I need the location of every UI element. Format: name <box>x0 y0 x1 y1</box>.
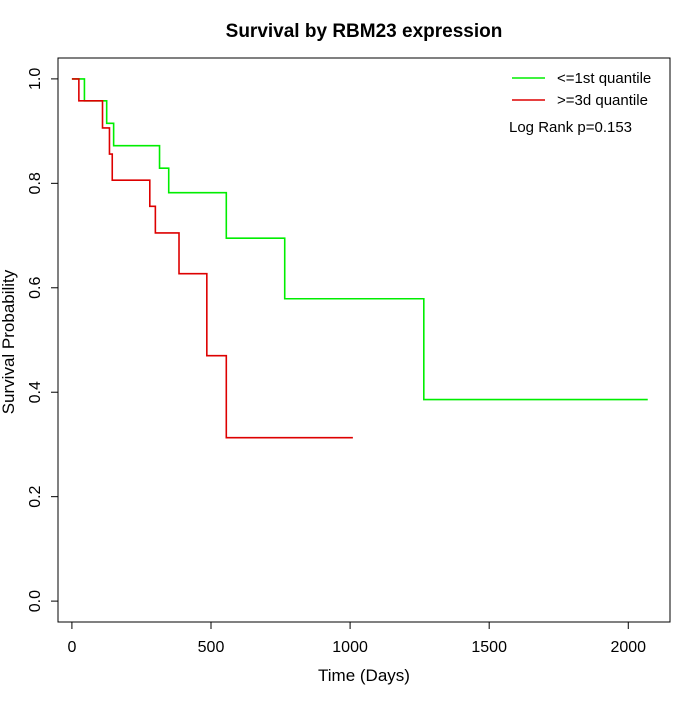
y-tick-label: 0.0 <box>27 590 44 612</box>
legend-label-1: <=1st quantile <box>557 70 651 87</box>
log-rank-annotation: Log Rank p=0.153 <box>509 119 632 136</box>
x-tick-label: 1500 <box>471 639 507 656</box>
axes: 0 500 1000 1500 2000 0.0 0.2 0.4 0.6 0.8 1.0 <box>27 68 646 656</box>
x-axis-label: Time (Days) <box>318 666 410 685</box>
series-group <box>71 78 648 439</box>
plot-frame <box>57 57 671 623</box>
legend-label-2: >=3d quantile <box>557 92 648 109</box>
y-axis-label: Survival Probability <box>0 269 18 414</box>
y-tick-label: 0.8 <box>27 172 44 194</box>
y-tick-label: 0.6 <box>27 277 44 299</box>
legend: <=1st quantile >=3d quantile <box>512 70 651 109</box>
y-tick-label: 0.2 <box>27 485 44 507</box>
x-tick-label: 500 <box>198 639 225 656</box>
chart-title: Survival by RBM23 expression <box>226 21 503 42</box>
y-tick-label: 1.0 <box>27 68 44 90</box>
series-line-2 <box>71 78 353 439</box>
x-tick-label: 0 <box>67 639 76 656</box>
y-tick-label: 0.4 <box>27 381 44 403</box>
x-tick-label: 2000 <box>610 639 646 656</box>
x-tick-label: 1000 <box>332 639 368 656</box>
